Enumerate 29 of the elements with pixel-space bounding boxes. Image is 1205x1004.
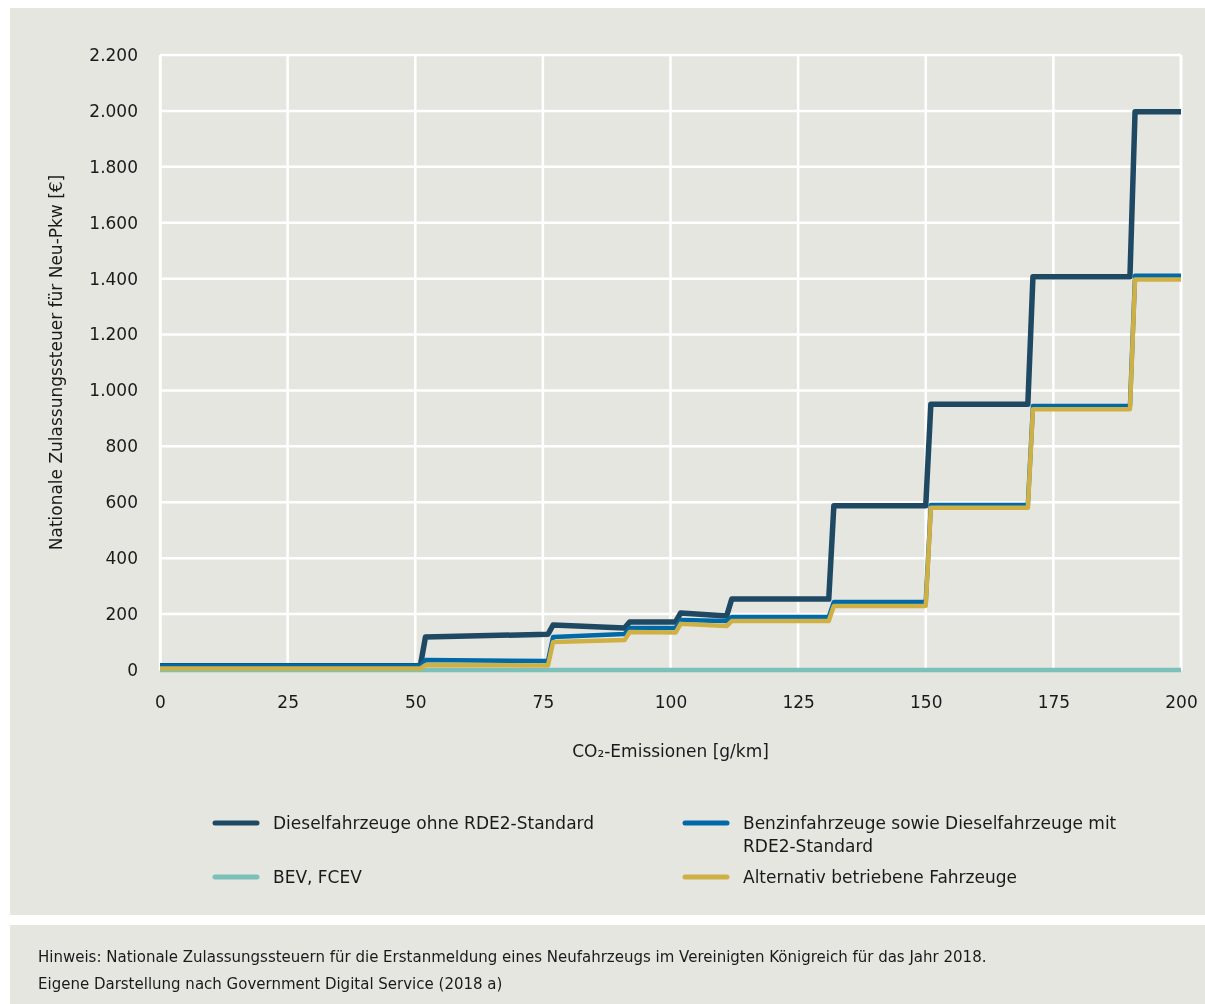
y-tick-label: 1.200 — [89, 324, 138, 345]
y-tick-label: 2.200 — [89, 44, 138, 65]
x-tick-label: 150 — [910, 692, 943, 713]
x-tick-label: 125 — [782, 692, 815, 713]
y-tick-label: 600 — [105, 492, 138, 513]
x-tick-label: 50 — [404, 692, 427, 713]
legend-label: BEV, FCEV — [273, 867, 363, 887]
legend-label: Alternativ betriebene Fahrzeuge — [743, 867, 1017, 887]
y-tick-label: 1.600 — [89, 212, 138, 233]
legend-label: Dieselfahrzeuge ohne RDE2-Standard — [273, 813, 595, 833]
y-tick-label: 1.000 — [89, 380, 138, 401]
y-tick-label: 800 — [105, 436, 138, 457]
y-tick-label: 1.800 — [89, 156, 138, 177]
x-tick-label: 25 — [277, 692, 299, 713]
y-tick-label: 1.400 — [89, 268, 138, 289]
y-tick-label: 0 — [127, 659, 138, 680]
x-tick-label: 0 — [155, 692, 166, 713]
y-tick-label: 200 — [105, 604, 138, 625]
x-tick-label: 200 — [1165, 692, 1198, 713]
text: Eigene Darstellung nach Government Digital Service (2018 a) — [38, 975, 503, 993]
x-tick-label: 175 — [1037, 692, 1071, 713]
y-tick-label: 400 — [105, 548, 138, 569]
legend-label: Benzinfahrzeuge sowie Dieselfahrzeuge mit RDE2-Standard — [743, 813, 1117, 856]
y-tick-label: 2.000 — [89, 100, 138, 121]
x-axis-title: CO₂-Emissionen [g/km] — [572, 741, 769, 761]
x-tick-label: 100 — [654, 692, 688, 713]
text: Hinweis: Nationale Zulassungssteuern für die Erstanmeldung eines Neufahrzeugs im Vereinigten Königreich für das Jahr 2018. — [38, 948, 987, 966]
y-axis-title: Nationale Zulassungssteuer für Neu-Pkw [€] — [46, 174, 66, 551]
x-tick-label: 75 — [532, 692, 555, 713]
